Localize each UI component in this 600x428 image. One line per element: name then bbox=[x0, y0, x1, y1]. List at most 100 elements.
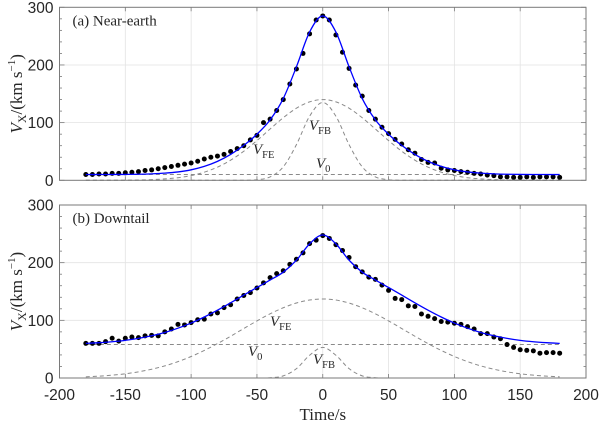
data-point bbox=[122, 335, 128, 341]
annotation-v-fb: VFB bbox=[313, 352, 335, 371]
y-tick-label: 300 bbox=[28, 198, 54, 215]
x-tick-label: -200 bbox=[44, 387, 75, 404]
x-tick-label: 50 bbox=[380, 387, 398, 404]
data-point bbox=[129, 334, 135, 340]
data-point bbox=[530, 174, 536, 180]
y-label-close: ) bbox=[7, 54, 26, 60]
y-tick-label: 300 bbox=[28, 0, 54, 17]
data-point bbox=[517, 347, 523, 353]
data-point bbox=[530, 348, 536, 354]
x-axis-label: Time/s bbox=[299, 405, 346, 424]
axes-box bbox=[59, 6, 587, 181]
v-fe-curve bbox=[85, 99, 560, 181]
data-point bbox=[392, 295, 398, 301]
data-point bbox=[142, 167, 148, 173]
data-point bbox=[221, 151, 227, 157]
data-point bbox=[175, 321, 181, 327]
data-point bbox=[214, 153, 220, 159]
v-fe-curve bbox=[85, 298, 560, 378]
data-point bbox=[109, 335, 115, 341]
x-tick-label: -100 bbox=[176, 387, 207, 404]
data-point bbox=[399, 297, 405, 303]
panel-label: (b) Downtail bbox=[73, 211, 150, 227]
data-point bbox=[129, 169, 135, 175]
data-point bbox=[412, 303, 418, 309]
data-point bbox=[504, 174, 510, 180]
data-point bbox=[188, 160, 194, 166]
fit-curve bbox=[85, 15, 560, 176]
annotation-v-fb-symbol: V bbox=[309, 118, 320, 134]
data-point bbox=[511, 174, 517, 180]
x-tick-label: 0 bbox=[318, 387, 327, 404]
data-point bbox=[438, 318, 444, 324]
data-point bbox=[537, 350, 543, 356]
data-point bbox=[478, 171, 484, 177]
annotation-v-fe-subscript: FE bbox=[262, 150, 274, 161]
data-point bbox=[274, 271, 280, 277]
y-label-unit: /(km s bbox=[7, 71, 26, 114]
annotation-v-fb-subscript: FB bbox=[318, 126, 331, 137]
y-label-close: ) bbox=[7, 252, 26, 258]
y-tick-label: 200 bbox=[28, 57, 54, 74]
axes-box bbox=[59, 204, 587, 379]
x-tick-label: 200 bbox=[573, 387, 599, 404]
y-axis-label: VX/(km s−1) bbox=[6, 252, 29, 331]
data-point bbox=[497, 174, 503, 180]
panel-b: 0 100 200 300 -200 -150 -100 -50 0 50 100 150 200 Tim… bbox=[6, 198, 599, 425]
annotation-v-0: V0 bbox=[316, 156, 330, 175]
annotation-v-fb-symbol: V bbox=[313, 352, 324, 368]
annotation-v-fe: VFE bbox=[270, 314, 291, 333]
y-label-unit: /(km s bbox=[7, 269, 26, 312]
annotation-v-fe-symbol: V bbox=[270, 314, 281, 330]
x-tick-label: 150 bbox=[507, 387, 533, 404]
x-tick-label: 100 bbox=[441, 387, 467, 404]
data-point bbox=[254, 132, 260, 138]
annotation-v-fe-subscript: FE bbox=[279, 322, 291, 333]
annotation-v-fe-symbol: V bbox=[253, 142, 264, 158]
data-point bbox=[511, 344, 517, 350]
data-point bbox=[524, 174, 530, 180]
data-point bbox=[517, 174, 523, 180]
data-point bbox=[175, 162, 181, 168]
x-tick-label: -50 bbox=[246, 387, 269, 404]
annotation-v-0: V0 bbox=[248, 344, 262, 363]
data-point bbox=[228, 148, 234, 154]
data-point bbox=[155, 166, 161, 172]
data-point bbox=[524, 347, 530, 353]
y-label-symbol: V bbox=[7, 121, 26, 134]
y-label-subscript: X bbox=[15, 114, 29, 123]
annotation-v-0-subscript: 0 bbox=[325, 164, 330, 175]
data-point bbox=[544, 174, 550, 180]
data-point bbox=[544, 350, 550, 356]
y-axis-label: VX/(km s−1) bbox=[6, 54, 29, 133]
data-point bbox=[162, 165, 168, 171]
y-tick-label: 200 bbox=[28, 255, 54, 272]
data-point bbox=[537, 174, 543, 180]
data-point bbox=[208, 154, 214, 160]
data-point bbox=[550, 174, 556, 180]
annotation-v-fb: VFB bbox=[309, 118, 331, 137]
data-point bbox=[386, 287, 392, 293]
data-point bbox=[135, 169, 141, 175]
fit-curve bbox=[85, 234, 560, 345]
data-point bbox=[116, 170, 122, 176]
data-point bbox=[418, 311, 424, 317]
y-tick-label: 100 bbox=[28, 115, 54, 132]
y-label-subscript: X bbox=[15, 312, 29, 321]
y-label-superscript: −1 bbox=[6, 257, 18, 269]
data-point bbox=[168, 163, 174, 169]
data-point bbox=[425, 313, 431, 319]
data-point bbox=[550, 350, 556, 356]
annotation-v-fb-subscript: FB bbox=[322, 360, 335, 371]
y-label-superscript: −1 bbox=[6, 60, 18, 72]
annotation-v-fe: VFE bbox=[253, 142, 274, 161]
y-tick-label: 0 bbox=[45, 173, 54, 190]
y-tick-label: 100 bbox=[28, 313, 54, 330]
data-point bbox=[149, 167, 155, 173]
data-point bbox=[261, 120, 267, 126]
annotation-v-0-symbol: V bbox=[248, 344, 259, 360]
annotation-v-0-symbol: V bbox=[316, 156, 327, 172]
data-point bbox=[557, 350, 563, 356]
